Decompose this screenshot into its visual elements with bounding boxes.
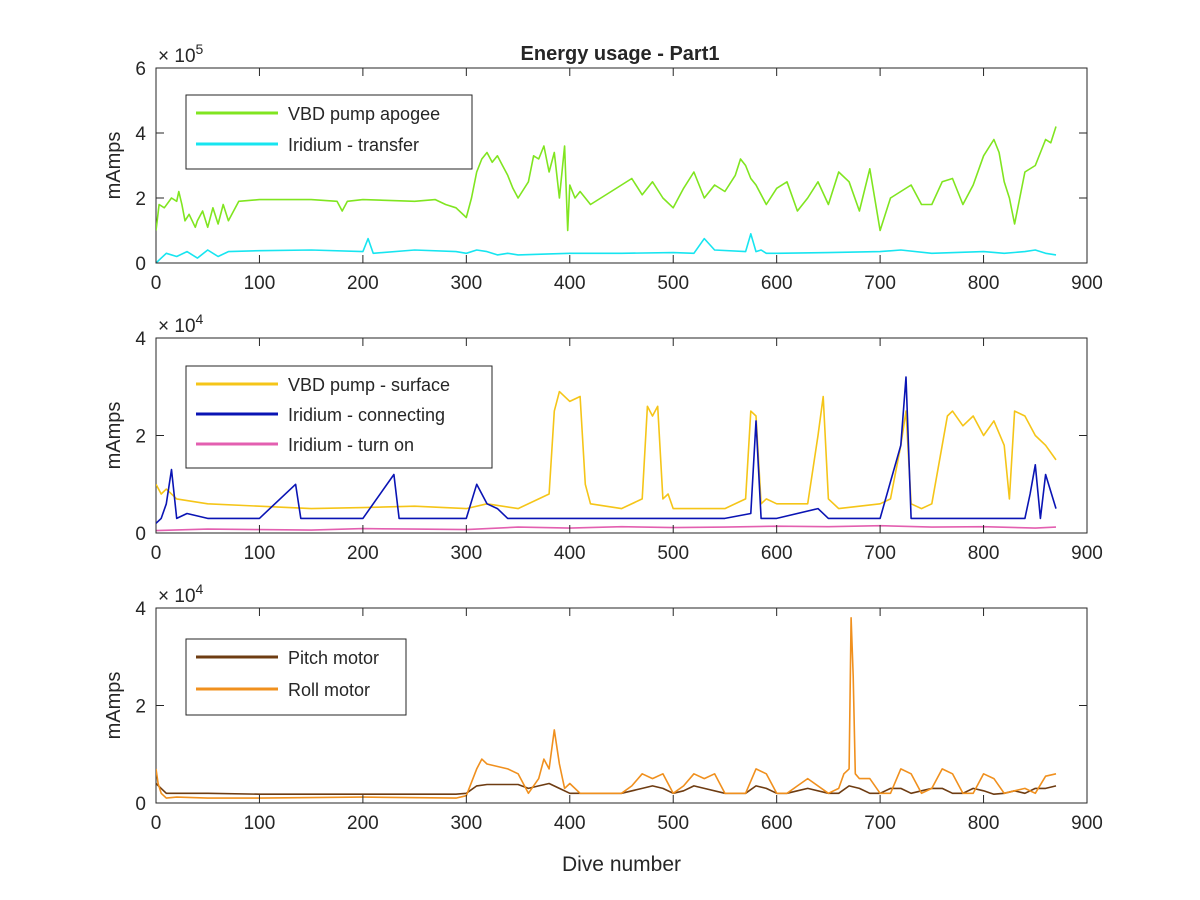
- y-exponent-base: × 10: [158, 586, 196, 607]
- legend-entry: Iridium - turn on: [288, 435, 414, 455]
- x-tick-label: 800: [968, 543, 1000, 564]
- x-tick-label: 800: [968, 813, 1000, 834]
- x-tick-label: 600: [761, 813, 793, 834]
- x-tick-label: 500: [657, 813, 689, 834]
- y-exponent-power: 4: [196, 311, 204, 327]
- legend-entry: Iridium - transfer: [288, 135, 419, 155]
- series-line-pitch-motor: [156, 782, 1057, 796]
- x-tick-label: 900: [1071, 543, 1103, 564]
- y-axis-label: mAmps: [103, 132, 125, 200]
- x-tick-label: 200: [347, 813, 379, 834]
- y-tick-label: 4: [135, 329, 146, 350]
- figure-title: Energy usage - Part1: [521, 43, 720, 65]
- y-exponent-power: 4: [196, 581, 204, 597]
- y-tick-label: 4: [135, 124, 146, 145]
- legend: Pitch motor Roll motor: [185, 638, 407, 716]
- x-tick-label: 600: [761, 273, 793, 294]
- x-tick-label: 900: [1071, 813, 1103, 834]
- y-tick-label: 0: [135, 254, 146, 275]
- x-tick-label: 0: [151, 813, 162, 834]
- x-tick-label: 600: [761, 543, 793, 564]
- y-exponent-label: × 104: [158, 311, 204, 337]
- series-group: [156, 376, 1057, 532]
- x-tick-label: 0: [151, 273, 162, 294]
- panel-1: 0 100 200 300 400 500 600 700 800 900 0 2 4 6 × 105 mAm…: [103, 41, 1103, 294]
- series-group: [156, 126, 1057, 263]
- y-exponent-label: × 105: [158, 41, 204, 67]
- series-line-iridium-connecting: [156, 376, 1057, 524]
- y-axis-label: mAmps: [103, 402, 125, 470]
- x-tick-label: 200: [347, 543, 379, 564]
- y-exponent-label: × 104: [158, 581, 204, 607]
- series-line-roll-motor: [156, 616, 1057, 799]
- series-group: [156, 616, 1057, 799]
- series-line-vbd-pump-surface: [156, 390, 1057, 510]
- y-tick-label: 4: [135, 599, 146, 620]
- legend-box: [185, 94, 473, 170]
- x-tick-label: 500: [657, 543, 689, 564]
- x-tick-label: 300: [450, 543, 482, 564]
- legend-entry: VBD pump apogee: [288, 104, 440, 124]
- x-tick-label: 500: [657, 273, 689, 294]
- y-tick-label: 2: [135, 427, 146, 448]
- legend-entry: Pitch motor: [288, 648, 379, 668]
- series-line-vbd-pump-apogee: [156, 126, 1057, 232]
- x-tick-label: 700: [864, 273, 896, 294]
- x-tick-label: 400: [554, 813, 586, 834]
- x-tick-label: 700: [864, 813, 896, 834]
- x-tick-label: 200: [347, 273, 379, 294]
- y-tick-label: 2: [135, 697, 146, 718]
- legend-entry: VBD pump - surface: [288, 375, 450, 395]
- x-tick-label: 800: [968, 273, 1000, 294]
- legend: VBD pump apogee Iridium - transfer: [185, 94, 473, 170]
- x-tick-label: 400: [554, 543, 586, 564]
- x-tick-label: 100: [244, 813, 276, 834]
- y-exponent-base: × 10: [158, 316, 196, 337]
- x-tick-label: 300: [450, 273, 482, 294]
- y-axis-label: mAmps: [103, 672, 125, 740]
- y-tick-label: 0: [135, 794, 146, 815]
- y-exponent-base: × 10: [158, 46, 196, 67]
- legend-entry: Iridium - connecting: [288, 405, 445, 425]
- legend-box: [185, 638, 407, 716]
- y-tick-label: 6: [135, 59, 146, 80]
- x-tick-label: 0: [151, 543, 162, 564]
- x-tick-label: 300: [450, 813, 482, 834]
- x-tick-label: 100: [244, 543, 276, 564]
- series-line-iridium-turn-on: [156, 524, 1057, 532]
- legend: VBD pump - surface Iridium - connecting Ir…: [185, 365, 493, 469]
- y-exponent-power: 5: [196, 41, 204, 57]
- x-tick-label: 400: [554, 273, 586, 294]
- y-tick-label: 2: [135, 189, 146, 210]
- legend-entry: Roll motor: [288, 680, 370, 700]
- x-tick-label: 100: [244, 273, 276, 294]
- x-axis-label: Dive number: [562, 853, 681, 876]
- x-tick-label: 900: [1071, 273, 1103, 294]
- y-tick-label: 0: [135, 524, 146, 545]
- x-tick-label: 700: [864, 543, 896, 564]
- series-line-iridium-transfer: [156, 233, 1057, 263]
